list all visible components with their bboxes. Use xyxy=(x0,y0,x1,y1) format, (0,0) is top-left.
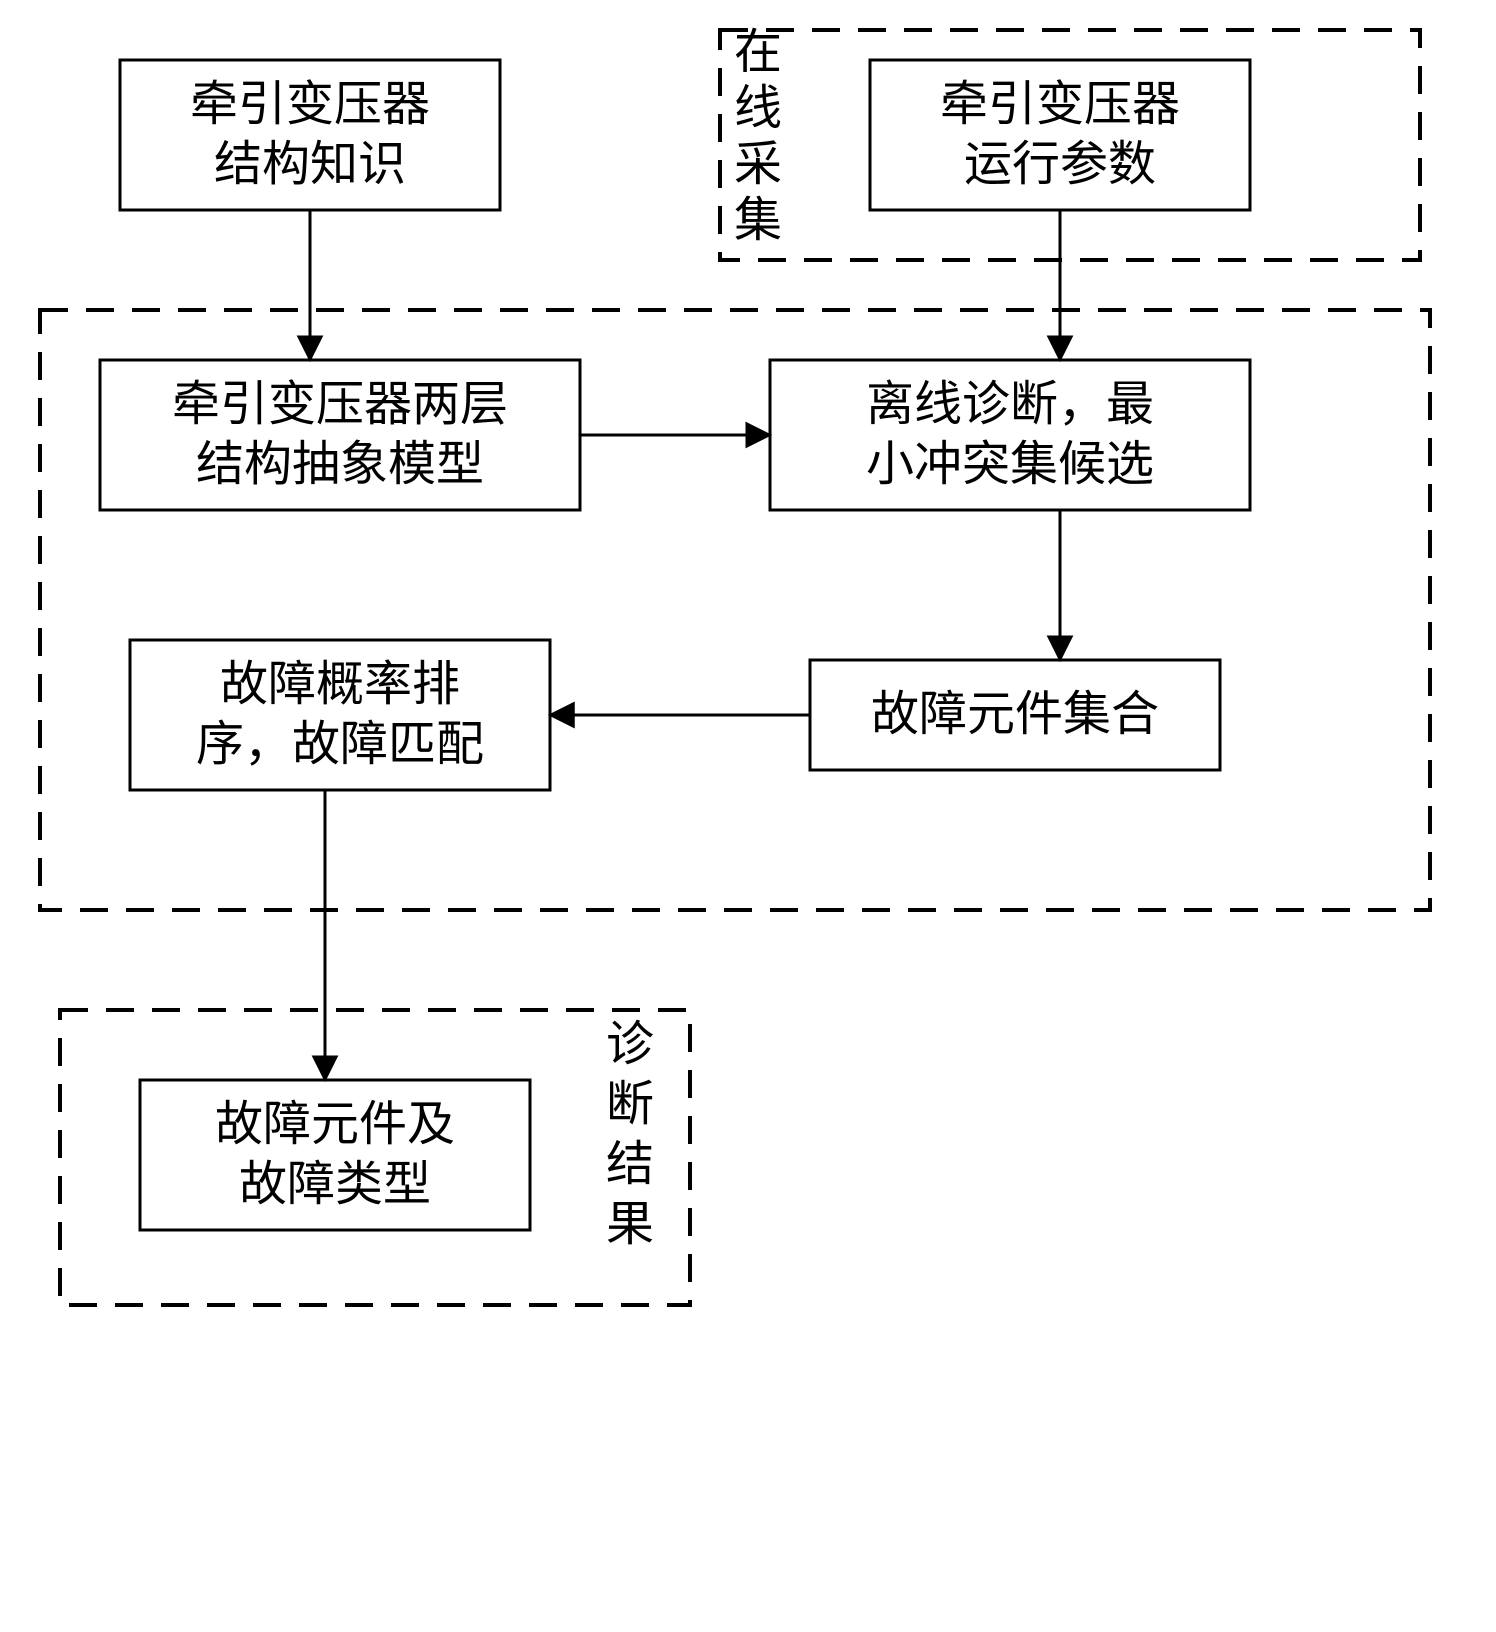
dashed-region-online_collect-label: 在 xyxy=(734,26,782,79)
dashed-region-diag_result-label: 诊 xyxy=(606,1018,654,1071)
dashed-region-diag_result-label: 结 xyxy=(606,1138,654,1191)
dashed-region-online_collect-label: 采 xyxy=(734,138,782,191)
box-run_params-text: 牵引变压器 xyxy=(940,78,1180,131)
box-fault_prob-text: 序，故障匹配 xyxy=(196,718,484,771)
box-offline_diag-text: 离线诊断，最 xyxy=(866,378,1154,431)
box-fault_elem_type-text: 故障类型 xyxy=(239,1158,431,1211)
dashed-region-online_collect-label: 线 xyxy=(734,82,782,135)
box-offline_diag-text: 小冲突集候选 xyxy=(866,438,1154,491)
box-fault_elem_type-text: 故障元件及 xyxy=(215,1098,455,1151)
box-struct_knowledge-text: 牵引变压器 xyxy=(190,78,430,131)
dashed-region-diag_result-label: 断 xyxy=(606,1078,654,1131)
box-struct_knowledge-text: 结构知识 xyxy=(214,138,406,191)
dashed-region-diag_result-label: 果 xyxy=(606,1198,654,1251)
dashed-region-online_collect-label: 集 xyxy=(734,194,782,247)
box-two_layer_model-text: 结构抽象模型 xyxy=(196,438,484,491)
box-run_params-text: 运行参数 xyxy=(964,138,1156,191)
box-fault_set-text: 故障元件集合 xyxy=(871,688,1159,741)
box-fault_prob-text: 故障概率排 xyxy=(220,658,460,711)
box-two_layer_model-text: 牵引变压器两层 xyxy=(172,378,508,431)
